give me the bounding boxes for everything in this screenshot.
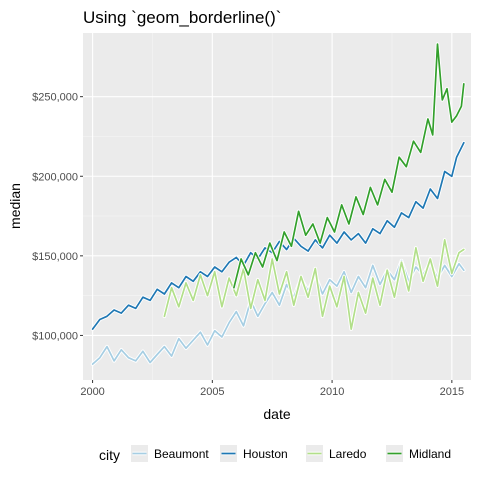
- y-tick-label: $150,000: [32, 251, 78, 263]
- y-axis-title: median: [7, 183, 23, 229]
- grid-lines: [83, 33, 471, 380]
- series-line-midland: [233, 43, 465, 289]
- legend-label-laredo: Laredo: [329, 447, 367, 461]
- x-axis-ticks: 2000 2005 2010 2015: [80, 380, 464, 398]
- legend-label-beaumont: Beaumont: [154, 447, 209, 461]
- series-layer: [90, 42, 466, 366]
- legend-title: city: [99, 447, 120, 463]
- legend-label-midland: Midland: [409, 447, 451, 461]
- y-axis-ticks: $100,000 $150,000 $200,000 $250,000: [32, 92, 83, 342]
- x-tick-label: 2000: [80, 386, 104, 398]
- y-tick-label: $250,000: [32, 92, 78, 104]
- series-line-laredo: [163, 239, 465, 330]
- y-tick-label: $100,000: [32, 330, 78, 342]
- x-tick-label: 2005: [200, 386, 224, 398]
- series-line-houston: [91, 141, 465, 330]
- x-tick-label: 2015: [440, 386, 464, 398]
- plot-panel: [83, 33, 471, 380]
- y-tick-label: $200,000: [32, 171, 78, 183]
- x-tick-label: 2010: [320, 386, 344, 398]
- x-axis-title: date: [263, 406, 290, 422]
- legend: city Beaumont Houston Laredo Midland: [99, 445, 451, 463]
- chart-title: Using `geom_borderline()`: [83, 8, 281, 27]
- legend-label-houston: Houston: [243, 447, 288, 461]
